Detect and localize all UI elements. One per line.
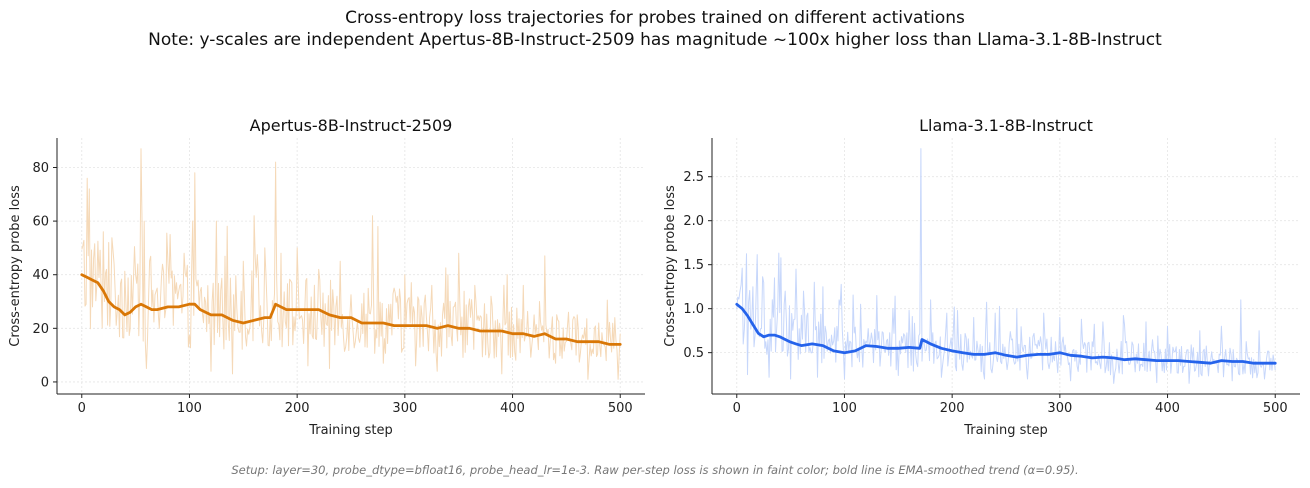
x-tick-label: 300 — [1047, 401, 1072, 416]
x-tick-label: 0 — [733, 401, 741, 416]
x-axis-label: Training step — [963, 423, 1048, 438]
y-tick-label: 1.0 — [683, 302, 704, 317]
panel-title: Llama-3.1-8B-Instruct — [919, 116, 1093, 135]
raw-loss-series — [81, 148, 621, 380]
x-tick-label: 500 — [608, 401, 633, 416]
x-tick-label: 500 — [1263, 401, 1288, 416]
y-tick-label: 1.5 — [683, 258, 704, 273]
x-tick-label: 200 — [285, 401, 310, 416]
x-tick-label: 300 — [392, 401, 417, 416]
x-tick-label: 400 — [500, 401, 525, 416]
smoothed-loss-series — [735, 302, 1277, 365]
x-tick-label: 100 — [832, 401, 857, 416]
x-tick-label: 400 — [1155, 401, 1180, 416]
x-tick-label: 100 — [177, 401, 202, 416]
y-axis-label: Cross-entropy probe loss — [8, 185, 23, 347]
setup-footnote: Setup: layer=30, probe_dtype=bfloat16, p… — [231, 463, 1079, 477]
x-axis-label: Training step — [308, 423, 393, 438]
y-axis-label: Cross-entropy probe loss — [663, 185, 678, 347]
raw-loss-series — [736, 148, 1276, 384]
smoothed-loss-series — [80, 273, 622, 346]
y-tick-label: 40 — [32, 268, 49, 283]
figure-title-line-1: Cross-entropy loss trajectories for prob… — [345, 8, 965, 28]
y-tick-label: 80 — [32, 161, 49, 176]
y-tick-label: 0 — [41, 375, 49, 390]
x-tick-label: 0 — [78, 401, 86, 416]
panel-title: Apertus-8B-Instruct-2509 — [250, 116, 453, 135]
x-tick-label: 200 — [940, 401, 965, 416]
figure-title-line-2: Note: y-scales are independent Apertus-8… — [148, 30, 1162, 50]
y-tick-label: 60 — [32, 215, 49, 230]
y-tick-label: 20 — [32, 322, 49, 337]
y-tick-label: 0.5 — [683, 346, 704, 361]
y-tick-label: 2.0 — [683, 214, 704, 229]
y-tick-label: 2.5 — [683, 170, 704, 185]
